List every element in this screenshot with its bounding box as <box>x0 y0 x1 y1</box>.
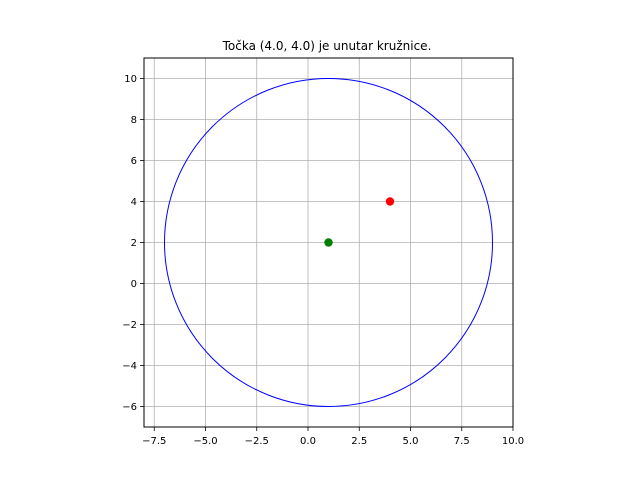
y-tick-label: −6 <box>122 402 137 413</box>
x-tick-label: 0.0 <box>300 436 316 447</box>
y-tick-label: 2 <box>131 238 137 249</box>
chart-title: Točka (4.0, 4.0) je unutar kružnice. <box>222 39 432 53</box>
y-tick-label: −4 <box>122 361 137 372</box>
circle-outline <box>164 78 493 407</box>
x-tick-label: −5.0 <box>193 436 217 447</box>
x-tick-label: 5.0 <box>403 436 419 447</box>
x-tick-label: −7.5 <box>142 436 166 447</box>
x-tick-label: 2.5 <box>351 436 367 447</box>
x-tick-label: 7.5 <box>454 436 470 447</box>
center-point <box>324 238 333 247</box>
y-tick-label: 6 <box>131 156 137 167</box>
test-point <box>385 197 395 206</box>
y-tick-label: 8 <box>131 115 137 126</box>
x-tick-label: −2.5 <box>245 436 269 447</box>
y-tick-label: 10 <box>124 74 137 85</box>
x-tick-label: 10.0 <box>502 436 524 447</box>
y-tick-label: −2 <box>122 320 137 331</box>
axis-ticks: −7.5 −5.0 −2.5 0.0 2.5 5.0 7.5 10.0 −6 −4 −2 0 2 4 6 8 1… <box>122 74 524 447</box>
y-tick-label: 0 <box>131 279 137 290</box>
y-tick-label: 4 <box>131 197 137 208</box>
plot-area <box>164 78 493 407</box>
